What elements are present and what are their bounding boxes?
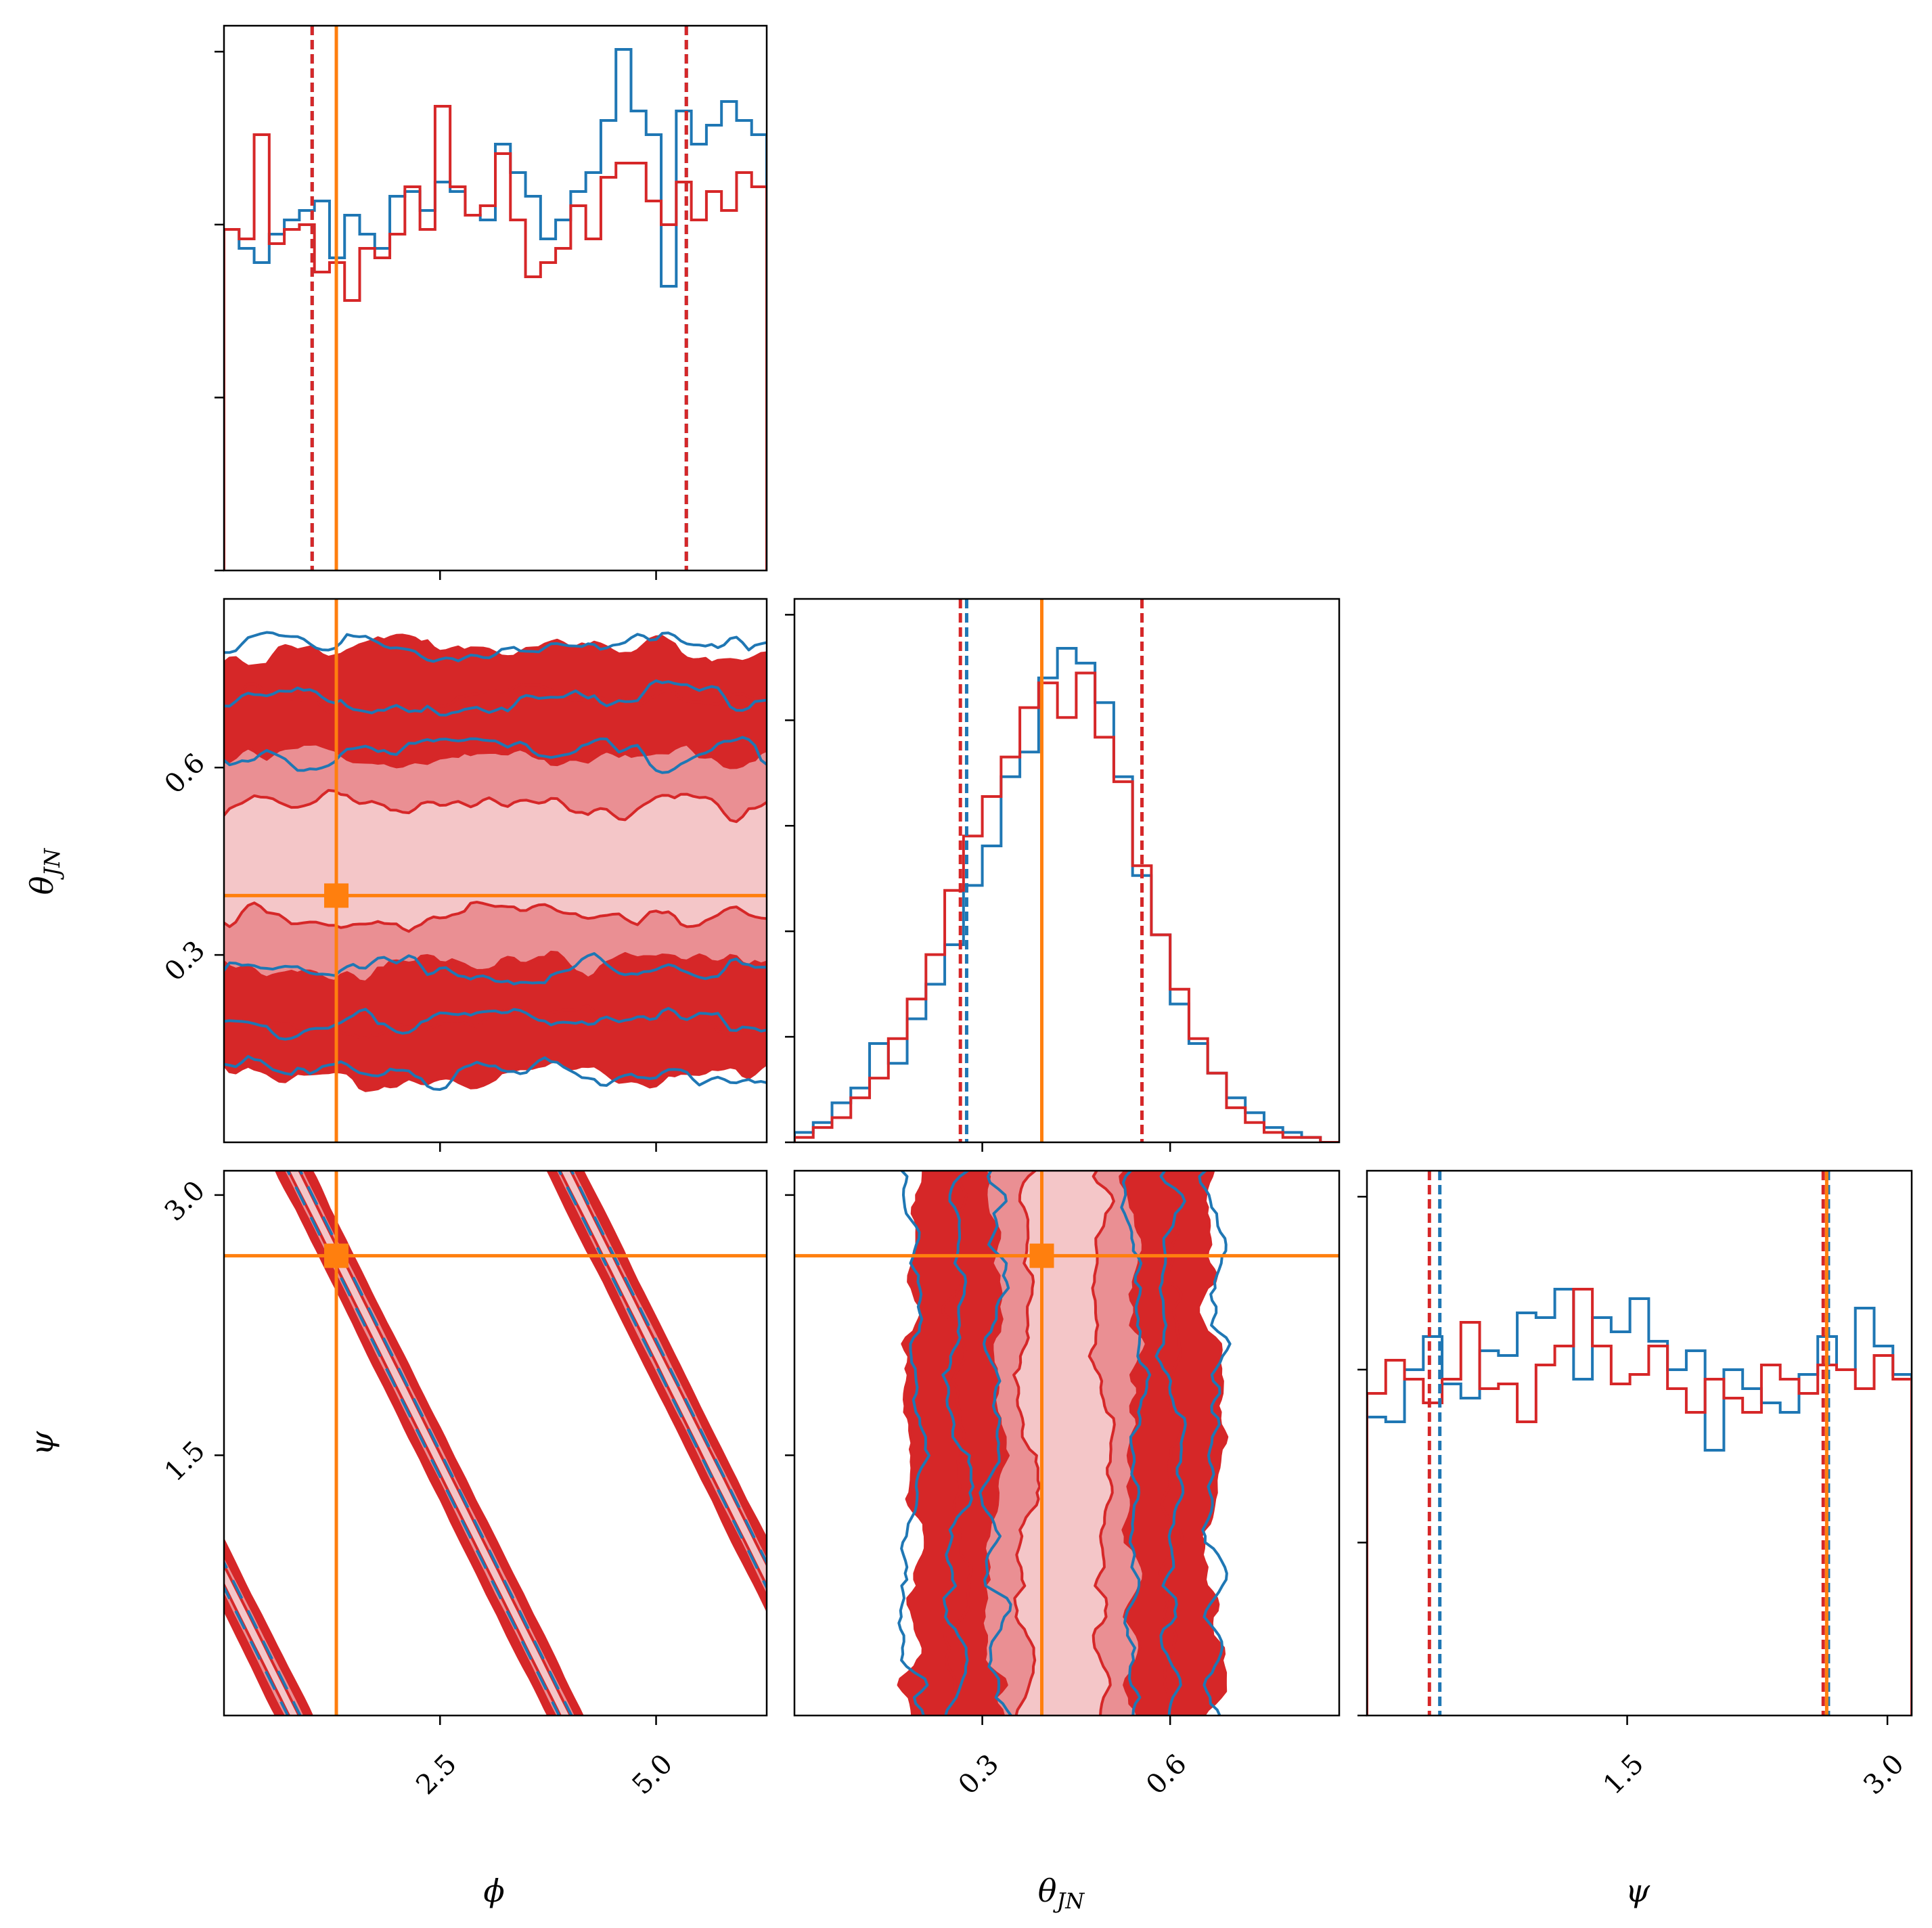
psi-histogram-blue	[1367, 1288, 1912, 1716]
x-axis-label-thetajn: θJN	[1038, 1873, 1085, 1914]
diagonal-band-2-level-2	[554, 1171, 767, 1600]
diagonal-band-3-level-2	[224, 1552, 307, 1716]
y-tick-label-theta_jn-0: 0.3	[159, 935, 212, 987]
contour-red-outline-4	[224, 788, 767, 933]
y-tick-label-theta_jn-1: 0.6	[159, 748, 212, 801]
psi-histogram-red	[1367, 1288, 1912, 1716]
thetajn-vs-phi-contours	[224, 631, 767, 1092]
y-tick-label-psi-0: 1.5	[159, 1435, 212, 1488]
panel-psi-vs-thetajn-frame	[793, 1169, 1341, 1717]
x-tick-label-phi-0: 2.5	[410, 1748, 463, 1801]
x-axis-label-psi: ψ	[1625, 1873, 1650, 1909]
truth-marker	[324, 1243, 349, 1268]
phi-histogram-red	[224, 105, 767, 570]
x-tick-label-psi-1: 3.0	[1858, 1748, 1910, 1801]
x-axis-label-phi: ϕ	[483, 1873, 504, 1909]
contour-red-outline-1	[224, 633, 767, 1092]
contour-red-level-4	[1014, 1171, 1115, 1716]
thetajn-histogram-blue	[794, 647, 1339, 1142]
y-tick-label-psi-1: 3.0	[159, 1175, 212, 1228]
psi-vs-phi-contours	[224, 1171, 767, 1716]
contour-red-outline-2	[941, 1171, 1184, 1716]
x-tick-label-psi-0: 1.5	[1598, 1748, 1650, 1801]
y-axis-label-thetajn: θJN	[24, 848, 65, 895]
panel-psi-histogram	[1367, 1171, 1912, 1716]
contour-blue-level-3	[979, 1171, 1152, 1716]
contour-blue-level-2	[941, 1171, 1187, 1716]
diagonal-band-3-level-3	[224, 1562, 301, 1716]
contour-red-outline-3	[981, 1171, 1148, 1716]
panel-phi-histogram-frame	[223, 24, 768, 572]
thetajn-hist-ticks	[785, 614, 1171, 1152]
panel-psi-histogram-frame	[1366, 1169, 1913, 1717]
panel-thetajn-histogram-frame	[793, 598, 1341, 1144]
diagonal-band-2-level-3	[558, 1171, 767, 1589]
panel-thetajn-histogram	[794, 599, 1339, 1142]
panel-phi-histogram	[224, 26, 767, 570]
contour-red-outline-1	[897, 1171, 1229, 1716]
x-tick-label-theta_jn-0: 0.3	[953, 1748, 1006, 1801]
phi-hist-yticks	[215, 51, 224, 572]
contour-blue-level-2	[224, 679, 767, 1041]
psi-vs-thetajn-contours	[897, 1171, 1232, 1716]
x-tick-label-theta_jn-1: 0.6	[1140, 1748, 1193, 1801]
contour-blue-level-1	[897, 1171, 1232, 1716]
contour-red-outline-2	[224, 682, 767, 1039]
contour-red-outline-4	[1012, 1171, 1116, 1716]
phi-hist-xticks	[439, 570, 657, 580]
panel-thetajn-vs-phi-frame	[223, 598, 768, 1144]
x-tick-label-phi-1: 5.0	[627, 1748, 679, 1801]
diagonal-band-2-level-1	[546, 1171, 767, 1613]
panel-psi-vs-phi-frame	[223, 1169, 768, 1717]
y-axis-label-psi: ψ	[24, 1431, 60, 1456]
panel-thetajn-vs-phi	[224, 599, 767, 1142]
diagonal-band-1-level-3	[287, 1171, 572, 1716]
truth-marker	[324, 883, 349, 908]
contour-blue-level-1	[224, 631, 767, 1092]
panel-psi-vs-phi	[224, 1171, 767, 1716]
thetajn-histogram-red	[794, 671, 1339, 1142]
panel-psi-vs-thetajn	[794, 1171, 1339, 1716]
contour-blue-level-3	[224, 736, 767, 986]
truth-marker	[1029, 1243, 1054, 1268]
